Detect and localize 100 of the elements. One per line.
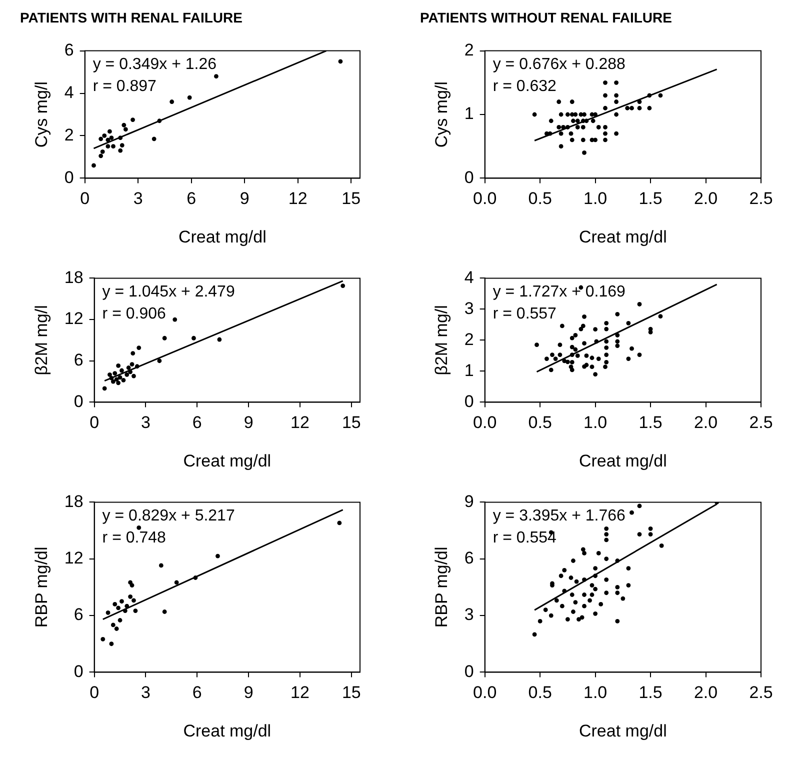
point bbox=[116, 380, 121, 386]
point bbox=[130, 118, 135, 122]
point bbox=[573, 600, 578, 605]
x-tick-label: 0 bbox=[90, 683, 100, 702]
point bbox=[614, 93, 618, 98]
point bbox=[615, 339, 620, 344]
point bbox=[116, 606, 121, 610]
point bbox=[561, 125, 566, 130]
point bbox=[582, 314, 586, 319]
point bbox=[214, 74, 218, 78]
x-axis-title: Creat mg/dl bbox=[578, 721, 667, 740]
point bbox=[566, 360, 570, 364]
point bbox=[538, 619, 542, 624]
point bbox=[625, 106, 630, 110]
point bbox=[570, 352, 574, 357]
point bbox=[570, 360, 574, 364]
y-axis-title: β2M mg/l bbox=[432, 305, 451, 376]
point bbox=[593, 566, 598, 571]
x-axis-title: Creat mg/dl bbox=[178, 227, 266, 246]
point bbox=[576, 617, 581, 622]
point bbox=[544, 356, 549, 361]
annotation: r = 0.748 bbox=[102, 530, 166, 547]
point bbox=[118, 375, 122, 380]
point bbox=[133, 608, 138, 614]
point bbox=[192, 336, 196, 340]
x-tick-label: 15 bbox=[342, 413, 361, 432]
point bbox=[588, 598, 592, 603]
x-axis-title: Creat mg/dl bbox=[578, 227, 667, 246]
point bbox=[340, 284, 346, 288]
point bbox=[560, 604, 564, 608]
point bbox=[603, 93, 608, 98]
point bbox=[108, 129, 112, 134]
y-tick-label: 4 bbox=[64, 82, 74, 102]
point bbox=[615, 333, 620, 338]
x-tick-label: 0 bbox=[90, 413, 100, 432]
point bbox=[584, 354, 589, 358]
point bbox=[637, 504, 642, 508]
annotation: y = 0.829x + 5.217 bbox=[102, 508, 235, 525]
x-tick-label: 6 bbox=[186, 189, 196, 208]
x-axis-title: Creat mg/dl bbox=[578, 451, 667, 470]
point bbox=[604, 352, 609, 357]
point bbox=[590, 364, 594, 370]
point bbox=[566, 125, 570, 130]
y-tick-label: 18 bbox=[64, 492, 84, 511]
point bbox=[590, 118, 596, 124]
point bbox=[630, 510, 634, 515]
point bbox=[158, 563, 164, 568]
annotation: y = 3.395x + 1.766 bbox=[492, 508, 626, 525]
point bbox=[568, 364, 574, 370]
point bbox=[548, 613, 554, 618]
annotation: r = 0.632 bbox=[492, 78, 557, 96]
point bbox=[614, 112, 618, 117]
point bbox=[593, 112, 598, 117]
point bbox=[630, 106, 634, 110]
point bbox=[570, 138, 574, 142]
point bbox=[568, 576, 574, 580]
annotation: r = 0.554 bbox=[492, 530, 557, 547]
point bbox=[582, 551, 586, 556]
point bbox=[112, 371, 118, 376]
point bbox=[193, 576, 198, 580]
x-tick-label: 2.0 bbox=[694, 189, 718, 208]
x-tick-label: 15 bbox=[342, 683, 361, 702]
point bbox=[157, 118, 162, 124]
chart-title: PATIENTS WITH RENAL FAILURE bbox=[20, 9, 242, 26]
point bbox=[100, 149, 105, 154]
point bbox=[548, 118, 554, 124]
point bbox=[116, 363, 121, 368]
point bbox=[216, 554, 220, 558]
y-tick-label: 6 bbox=[64, 40, 74, 60]
point bbox=[604, 360, 609, 364]
point bbox=[543, 608, 548, 612]
x-tick-label: 0.0 bbox=[473, 189, 497, 208]
point bbox=[603, 106, 608, 110]
point bbox=[98, 136, 104, 142]
point bbox=[556, 125, 562, 130]
point bbox=[92, 163, 96, 168]
point bbox=[604, 339, 609, 344]
x-tick-label: 9 bbox=[244, 413, 254, 432]
chart-title: PATIENTS WITHOUT RENAL FAILURE bbox=[420, 9, 672, 26]
point bbox=[109, 376, 114, 380]
point bbox=[571, 558, 576, 563]
point bbox=[582, 577, 586, 582]
x-tick-label: 3 bbox=[141, 683, 150, 702]
point bbox=[120, 599, 124, 604]
point bbox=[172, 317, 178, 322]
point bbox=[109, 642, 114, 646]
x-axis-title: Creat mg/dl bbox=[183, 721, 272, 740]
point bbox=[556, 100, 562, 104]
point bbox=[550, 352, 554, 357]
y-tick-label: 3 bbox=[464, 298, 474, 318]
point bbox=[560, 324, 564, 328]
x-tick-label: 2.0 bbox=[694, 413, 718, 432]
point bbox=[118, 148, 123, 153]
point bbox=[630, 346, 634, 351]
y-tick-label: 3 bbox=[464, 605, 474, 624]
point bbox=[130, 351, 136, 356]
point bbox=[108, 372, 112, 377]
point bbox=[582, 150, 586, 155]
y-tick-label: 2 bbox=[64, 125, 74, 144]
point bbox=[615, 585, 620, 590]
